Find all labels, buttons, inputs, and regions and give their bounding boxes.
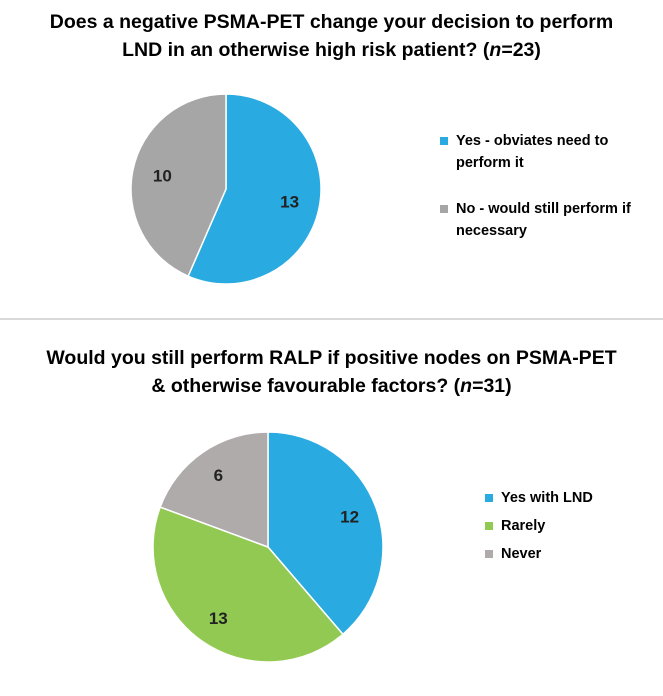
legend-label-rarely: Rarely bbox=[501, 518, 546, 534]
chart-panel-2: Would you still perform RALP if positive… bbox=[0, 324, 663, 696]
pie-2-slice-3 bbox=[159, 431, 269, 549]
pie-2-data-label-3: 6 bbox=[214, 466, 223, 485]
chart-2-title-text: & otherwise favourable factors? ( bbox=[151, 375, 461, 397]
legend-item-yes: Yes - obviates need to perform it bbox=[440, 130, 650, 174]
legend-swatch-no bbox=[440, 205, 448, 213]
chart-1-n-value: =23) bbox=[501, 39, 541, 61]
pie-1-data-label-2: 10 bbox=[153, 166, 172, 185]
legend-swatch-yes-with-lnd bbox=[485, 494, 493, 502]
legend-item-no: No - would still perform if necessary bbox=[440, 198, 650, 242]
chart-1-title-line-1: Does a negative PSMA-PET change your dec… bbox=[49, 11, 614, 33]
pie-2-slice-2 bbox=[152, 506, 344, 663]
legend-swatch-yes bbox=[440, 137, 448, 145]
legend-swatch-rarely bbox=[485, 522, 493, 530]
pie-1-slice-2 bbox=[130, 93, 227, 278]
chart-2-title-line-1: Would you still perform RALP if positive… bbox=[46, 347, 617, 369]
chart-1-legend: Yes - obviates need to perform it No - w… bbox=[440, 130, 650, 242]
pie-chart-1: 13 10 bbox=[130, 93, 322, 285]
chart-1-title-line-2: LND in an otherwise high risk patient? (… bbox=[0, 36, 663, 64]
pie-2-slice-1 bbox=[267, 431, 384, 636]
legend-swatch-never bbox=[485, 550, 493, 558]
chart-2-legend: Yes with LND Rarely Never bbox=[485, 487, 655, 565]
chart-1-title-text: LND in an otherwise high risk patient? ( bbox=[122, 39, 490, 61]
pie-2-data-label-2: 13 bbox=[209, 609, 228, 628]
legend-label-yes-with-lnd: Yes with LND bbox=[501, 490, 593, 506]
chart-1-title: Does a negative PSMA-PET change your dec… bbox=[0, 8, 663, 64]
pie-chart-2: 12 13 6 bbox=[152, 431, 384, 663]
panel-divider bbox=[0, 318, 663, 320]
legend-item-rarely: Rarely bbox=[485, 515, 655, 537]
chart-2-n-variable: n bbox=[460, 375, 473, 397]
chart-2-title-line-2: & otherwise favourable factors? (n=31) bbox=[0, 372, 663, 400]
legend-label-no: No - would still perform if necessary bbox=[456, 201, 631, 239]
pie-2-data-label-1: 12 bbox=[340, 507, 359, 526]
legend-label-yes: Yes - obviates need to perform it bbox=[456, 133, 609, 171]
chart-1-n-variable: n bbox=[489, 39, 502, 61]
chart-2-title: Would you still perform RALP if positive… bbox=[0, 344, 663, 400]
chart-2-n-value: =31) bbox=[472, 375, 512, 397]
legend-item-yes-with-lnd: Yes with LND bbox=[485, 487, 655, 509]
pie-1-data-label-1: 13 bbox=[280, 193, 299, 212]
chart-panel-1: Does a negative PSMA-PET change your dec… bbox=[0, 0, 663, 318]
pie-1-slice-1 bbox=[187, 93, 322, 285]
legend-item-never: Never bbox=[485, 543, 655, 565]
legend-label-never: Never bbox=[501, 546, 542, 562]
